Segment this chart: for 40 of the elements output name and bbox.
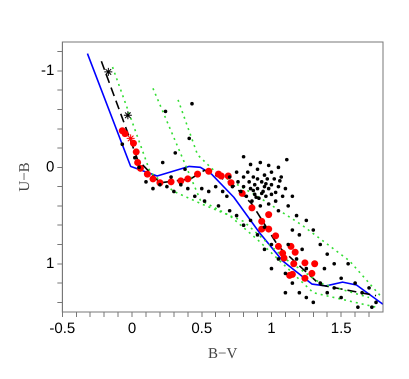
point (272, 232, 280, 240)
point (258, 218, 266, 225)
point (218, 172, 225, 180)
point (311, 260, 318, 268)
point (279, 250, 286, 257)
point (104, 67, 113, 76)
point (134, 159, 142, 166)
point (123, 110, 132, 120)
point (265, 211, 272, 218)
point (286, 272, 294, 279)
point (265, 226, 272, 233)
x-tick-label: -0.5 (49, 320, 76, 338)
point (194, 170, 202, 178)
x-tick-label: 1 (267, 320, 276, 338)
y-axis-title: U−B (16, 162, 33, 192)
point (132, 148, 140, 156)
x-tick-label: 0.5 (191, 320, 212, 338)
point (228, 179, 235, 186)
point (205, 168, 212, 175)
point (126, 134, 136, 143)
x-tick-label: 1.5 (330, 320, 352, 338)
point (301, 259, 308, 266)
line-series (177, 99, 382, 296)
point (308, 270, 316, 277)
x-tick-label: 0 (128, 320, 136, 338)
point (248, 204, 256, 212)
point (292, 248, 299, 256)
point (144, 170, 151, 178)
y-tick-label: 0 (46, 158, 54, 176)
point (274, 242, 282, 250)
point (130, 140, 137, 147)
point (290, 260, 298, 268)
y-tick-label: 1 (46, 254, 54, 272)
point (149, 175, 156, 182)
y-tick-label: -1 (40, 62, 54, 80)
point (301, 274, 308, 282)
point (184, 175, 192, 182)
point (168, 178, 175, 186)
x-axis-title: B−V (208, 346, 238, 362)
point (122, 130, 129, 138)
